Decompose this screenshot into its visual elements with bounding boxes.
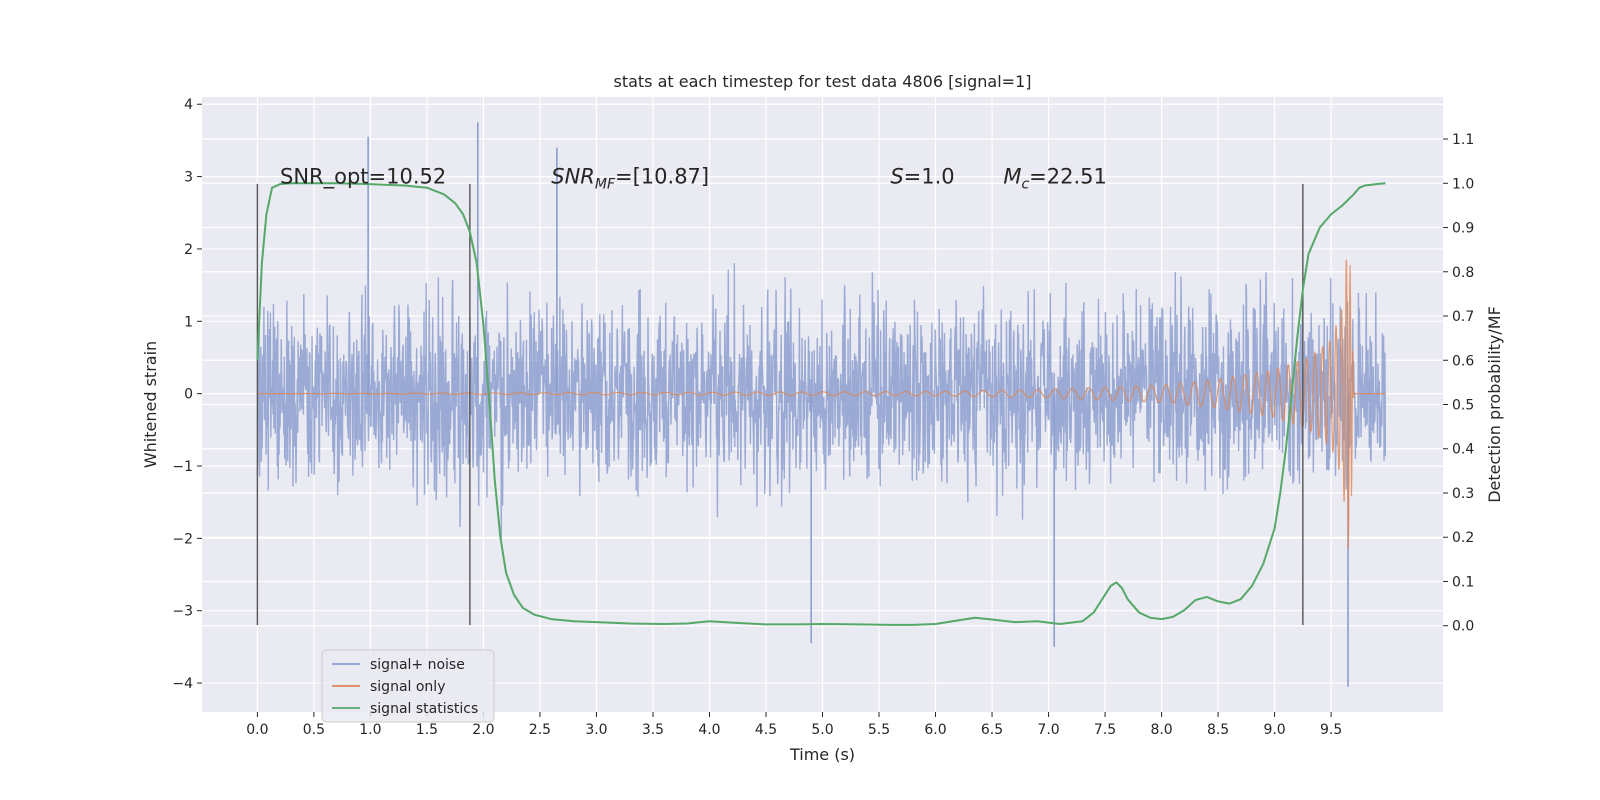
- legend-label: signal statistics: [370, 701, 478, 717]
- legend: signal+ noise signal only signal statistic…: [321, 649, 495, 723]
- x-tick-label: 2.5: [529, 722, 551, 738]
- y2-tick-label: 0.2: [1452, 530, 1474, 546]
- x-tick-label: 8.0: [1150, 722, 1172, 738]
- annotation-text: Mc=22.51: [1003, 164, 1107, 192]
- x-tick-label: 4.0: [698, 722, 720, 738]
- x-tick-label: 9.5: [1320, 722, 1342, 738]
- y-tick-label: 2: [184, 242, 193, 258]
- x-tick-label: 4.5: [755, 722, 777, 738]
- y-tick-label: 1: [184, 314, 193, 330]
- legend-label: signal+ noise: [370, 657, 465, 673]
- y2-tick-label: 0.0: [1452, 619, 1474, 635]
- y-tick-label: 3: [184, 170, 193, 186]
- y2-tick-label: 1.1: [1452, 132, 1474, 148]
- x-tick-label: 6.0: [924, 722, 946, 738]
- annotation-text: SNRMF=[10.87]: [551, 164, 709, 192]
- y2-tick-label: 0.3: [1452, 486, 1474, 502]
- boundary-lines: [256, 183, 1304, 626]
- x-axis-label: Time (s): [789, 745, 855, 764]
- x-tick-label: 5.0: [811, 722, 833, 738]
- x-tick-label: 3.0: [585, 722, 607, 738]
- y2-tick-label: 0.7: [1452, 309, 1474, 325]
- y2-tick-label: 1.0: [1452, 176, 1474, 192]
- y-axis-ticks: −4 −3 −2 −1 0 1 2 3 4: [172, 97, 202, 692]
- y-tick-label: −1: [172, 459, 193, 475]
- annotation-text: SNR_opt=10.52: [280, 164, 446, 189]
- x-tick-label: 5.5: [868, 722, 890, 738]
- signal-statistics-line: [256, 182, 1386, 626]
- signal-only-series: [257, 259, 1386, 549]
- y2-axis-label: Detection probability/MF: [1485, 306, 1504, 503]
- x-axis-ticks: 0.0 0.5 1.0 1.5 2.0 2.5 3.0 3.5 4.0 4.5 5.0 5.5 6.0 6…: [246, 712, 1342, 738]
- y-tick-label: 4: [184, 97, 193, 113]
- x-tick-label: 2.0: [472, 722, 494, 738]
- x-tick-label: 7.0: [1037, 722, 1059, 738]
- y-axis-label: Whitened strain: [141, 341, 160, 468]
- y2-tick-label: 0.1: [1452, 574, 1474, 590]
- annotations: SNR_opt=10.52 SNRMF=[10.87] S=1.0 Mc=22.51: [280, 164, 1107, 192]
- x-tick-label: 0.0: [246, 722, 268, 738]
- signal-plus-noise-line: [256, 262, 1387, 540]
- y2-axis-ticks: 0.0 0.1 0.2 0.3 0.4 0.5 0.6 0.7 0.8 0.9 1.0 1.1: [1443, 132, 1474, 635]
- y2-tick-label: 0.4: [1452, 442, 1474, 458]
- x-tick-label: 9.0: [1263, 722, 1285, 738]
- x-tick-label: 7.5: [1094, 722, 1116, 738]
- x-tick-label: 8.5: [1207, 722, 1229, 738]
- signal-statistics-series: [256, 182, 1386, 626]
- y-tick-label: −4: [172, 676, 193, 692]
- legend-box: [321, 649, 495, 723]
- x-tick-label: 6.5: [981, 722, 1003, 738]
- y2-tick-label: 0.8: [1452, 265, 1474, 281]
- y-tick-label: 0: [184, 387, 193, 403]
- y-tick-label: −2: [172, 531, 193, 547]
- y2-tick-label: 0.9: [1452, 221, 1474, 237]
- annotation-text: S=1.0: [890, 164, 954, 188]
- chart-title: stats at each timestep for test data 480…: [613, 72, 1031, 91]
- y2-tick-label: 0.6: [1452, 353, 1474, 369]
- y2-tick-label: 0.5: [1452, 398, 1474, 414]
- legend-label: signal only: [370, 679, 445, 695]
- x-tick-label: 3.5: [642, 722, 664, 738]
- x-tick-label: 1.0: [359, 722, 381, 738]
- y-tick-label: −3: [172, 604, 193, 620]
- signal-only-line: [257, 259, 1386, 549]
- x-tick-label: 0.5: [303, 722, 325, 738]
- x-tick-label: 1.5: [416, 722, 438, 738]
